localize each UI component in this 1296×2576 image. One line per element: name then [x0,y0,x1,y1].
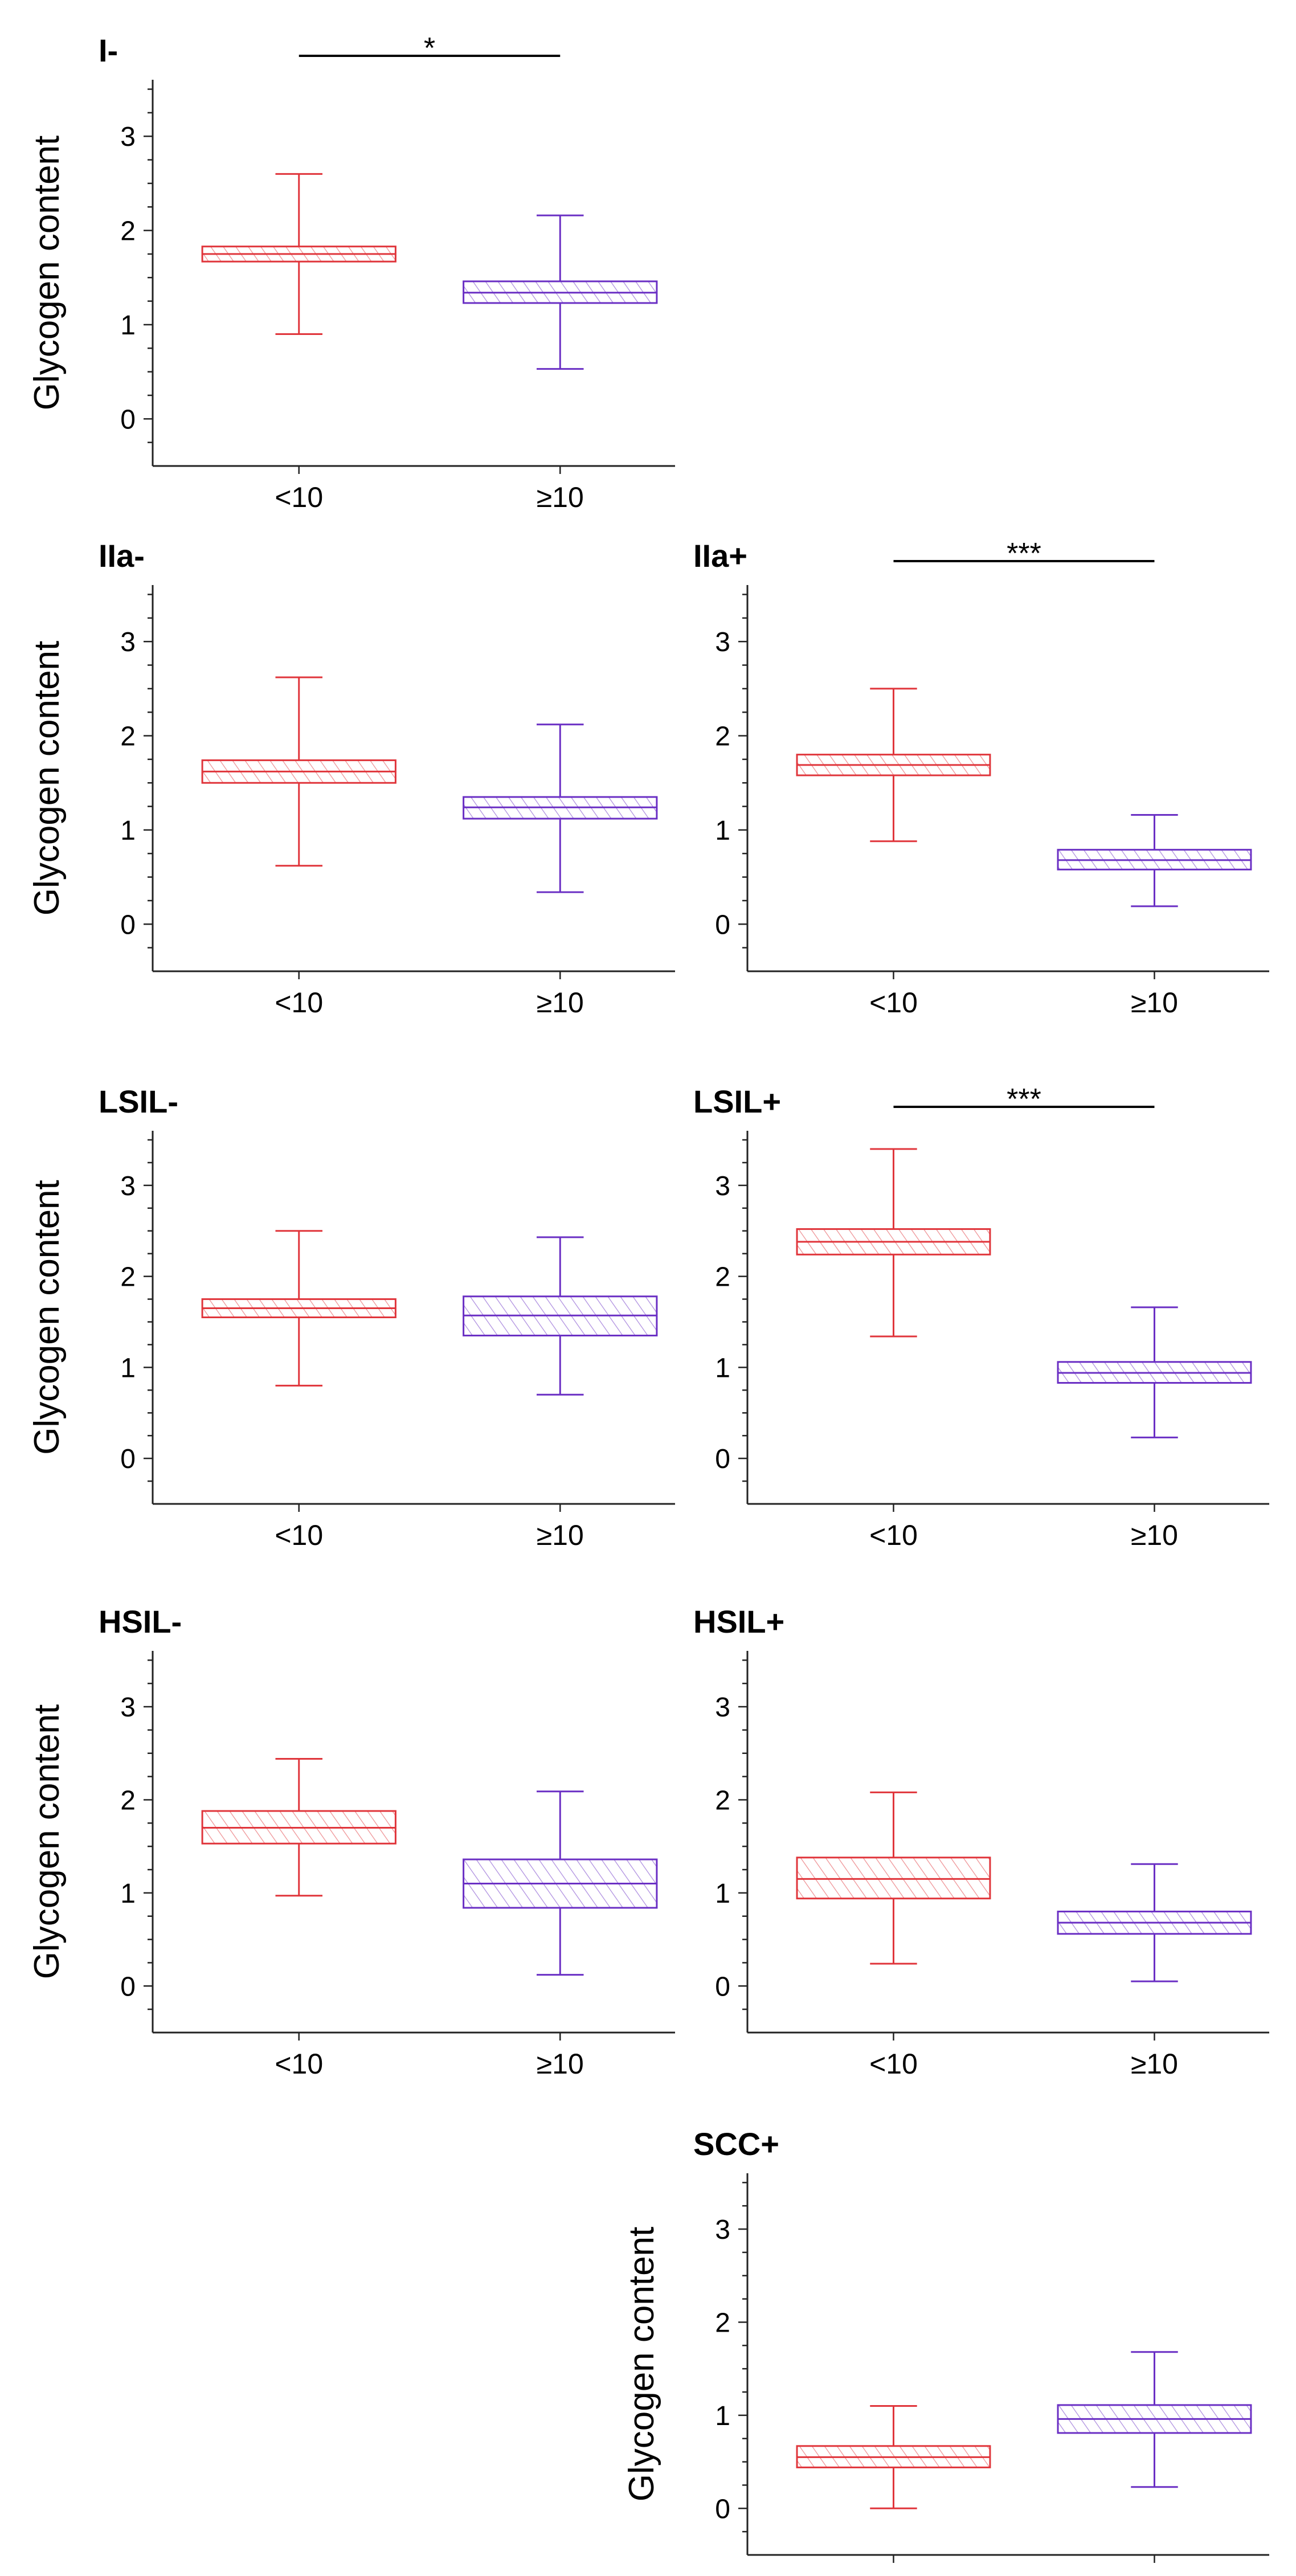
y-tick-label: 1 [120,816,136,846]
y-tick-label: 2 [120,216,136,247]
x-tick-label: ≥10 [1131,2570,1178,2576]
panel-title: I- [99,32,118,68]
box-less-than-10 [201,173,396,335]
y-tick-label: 2 [120,1262,136,1293]
y-tick-label: 3 [715,627,730,657]
y-tick-label: 0 [715,910,730,940]
panel-hsil-: 0 1 2 3 <10 ≥10 HSIL- Glycogen content [27,1604,675,2080]
panel-lsil-: 0 1 2 3 <10 ≥10 LSIL- Glycogen content [27,1083,675,1551]
panel-iia-: 0 1 2 3 <10 ≥10 IIa- Glycogen content [27,538,675,1019]
y-tick-label: 3 [120,1692,136,1723]
panel-hsil-: 0 1 2 3 <10 ≥10 HSIL+ [693,1604,1269,2080]
box-less-than-10 [201,676,396,867]
box-less-than-10 [201,1230,396,1387]
significance-label: *** [1007,1083,1041,1116]
x-tick-label: <10 [869,2570,918,2576]
y-tick-label: 1 [715,1879,730,1909]
x-tick-label: <10 [275,987,323,1019]
x-tick-label: ≥10 [537,2048,584,2080]
y-tick-label: 2 [715,1262,730,1293]
x-tick-label: <10 [869,1519,918,1551]
box-at-least-10 [463,1790,658,1976]
panel-title: HSIL+ [693,1604,784,1639]
box-at-least-10 [1057,1863,1252,1982]
significance-label: * [424,32,435,65]
box-at-least-10 [1057,2351,1252,2488]
y-tick-label: 3 [120,122,136,152]
x-tick-label: ≥10 [537,987,584,1019]
x-tick-label: ≥10 [1131,987,1178,1019]
x-tick-label: ≥10 [537,1519,584,1551]
x-tick-label: <10 [869,987,918,1019]
y-tick-label: 1 [715,2401,730,2431]
y-tick-label: 2 [120,1785,136,1816]
panel-scc-: 0 1 2 3 <10 ≥10 SCC+ Glycogen content [622,2126,1269,2576]
y-tick-label: 2 [120,722,136,752]
y-tick-label: 0 [715,1444,730,1474]
y-tick-label: 3 [715,1171,730,1201]
x-tick-label: <10 [275,1519,323,1551]
box-at-least-10 [463,723,658,893]
panel-iia-: 0 1 2 3 <10 ≥10 IIa+ *** [693,537,1269,1019]
box-less-than-10 [796,1791,991,1965]
y-tick-label: 1 [715,816,730,846]
y-tick-label: 3 [120,627,136,657]
x-tick-label: ≥10 [537,481,584,513]
box-at-least-10 [1057,813,1252,907]
panel-title: IIa- [99,538,145,574]
x-tick-label: ≥10 [1131,2048,1178,2080]
box-less-than-10 [201,1758,396,1897]
y-tick-label: 1 [715,1353,730,1383]
box-at-least-10 [463,214,658,370]
panel-title: HSIL- [99,1604,182,1639]
x-tick-label: <10 [275,481,323,513]
y-axis-label: Glycogen content [27,136,67,411]
y-axis-label: Glycogen content [27,641,67,916]
box-less-than-10 [796,1148,991,1338]
panel-title: IIa+ [693,538,747,574]
box-at-least-10 [463,1236,658,1396]
box-less-than-10 [796,2405,991,2509]
y-tick-label: 3 [120,1171,136,1201]
x-tick-label: <10 [869,2048,918,2080]
panel-i-: 0 1 2 3 <10 ≥10 I- Glycogen content * [27,32,675,513]
box-less-than-10 [796,688,991,843]
x-tick-label: ≥10 [1131,1519,1178,1551]
y-axis-label: Glycogen content [27,1180,67,1455]
y-tick-label: 3 [715,1692,730,1723]
panel-lsil-: 0 1 2 3 <10 ≥10 LSIL+ *** [693,1083,1269,1551]
y-tick-label: 0 [120,910,136,940]
y-axis-label: Glycogen content [27,1704,67,1980]
y-tick-label: 2 [715,1785,730,1816]
box-at-least-10 [1057,1306,1252,1438]
panel-title: SCC+ [693,2126,779,2162]
y-tick-label: 2 [715,2308,730,2338]
panel-title: LSIL- [99,1083,178,1119]
y-tick-label: 0 [715,2494,730,2524]
y-tick-label: 3 [715,2215,730,2245]
y-tick-label: 1 [120,1879,136,1909]
y-tick-label: 2 [715,722,730,752]
iqr-box [796,1857,991,1900]
significance-label: *** [1007,537,1041,570]
y-tick-label: 0 [120,1972,136,2002]
y-axis-label: Glycogen content [622,2227,661,2502]
panel-title: LSIL+ [693,1083,781,1119]
y-tick-label: 0 [120,404,136,435]
x-tick-label: <10 [275,2048,323,2080]
y-tick-label: 1 [120,310,136,341]
y-tick-label: 0 [120,1444,136,1474]
y-tick-label: 1 [120,1353,136,1383]
y-tick-label: 0 [715,1972,730,2002]
